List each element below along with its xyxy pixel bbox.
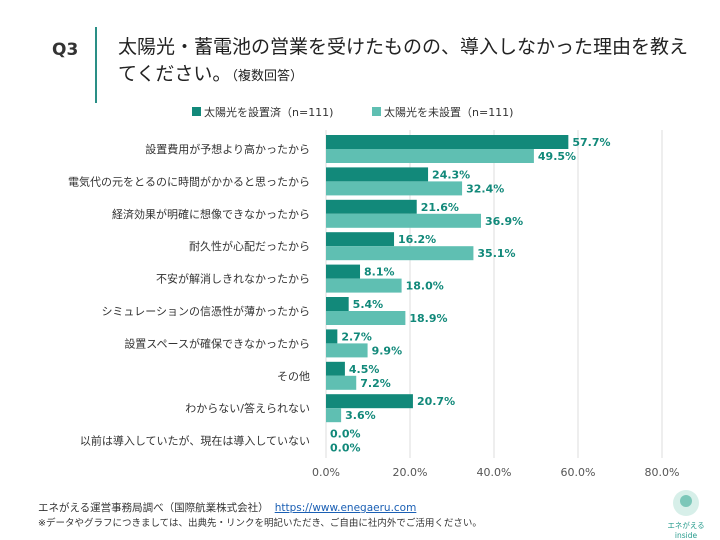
bar	[326, 167, 429, 182]
legend-label: 太陽光を設置済（n=111)	[204, 105, 333, 119]
category-label: 不安が解消しきれなかったから	[156, 272, 310, 286]
bar	[326, 149, 534, 163]
page-title: 太陽光・蓄電池の営業を受けたものの、導入しなかった理由を教えてください。（複数回…	[118, 34, 698, 90]
bar	[326, 135, 569, 149]
x-tick-label: 80.0%	[645, 466, 680, 479]
data-label: 57.7%	[572, 136, 610, 149]
data-label: 4.5%	[349, 363, 380, 376]
bar	[326, 375, 357, 390]
data-label: 20.7%	[417, 395, 455, 408]
category-label: 耐久性が心配だったから	[189, 239, 310, 253]
bar	[326, 264, 361, 279]
source: エネがえる運営事務局調べ（国際航業株式会社） https://www.enegae…	[38, 500, 416, 515]
usage-note: ※データやグラフにつきましては、出典先・リンクを明記いただき、ご自由に社内外でご…	[38, 518, 482, 529]
category-label: その他	[277, 370, 310, 383]
question-number: Q3	[52, 40, 79, 60]
bar	[326, 181, 463, 196]
data-label: 9.9%	[372, 344, 403, 357]
data-label: 35.1%	[477, 247, 515, 260]
category-label: 設置費用が予想より高かったから	[145, 142, 310, 156]
data-label: 5.4%	[353, 298, 384, 311]
enegaeru-logo: エネがえる inside	[664, 488, 708, 540]
x-tick-label: 20.0%	[393, 466, 428, 479]
x-tick-label: 40.0%	[477, 466, 512, 479]
bar	[326, 199, 417, 214]
divider	[95, 27, 97, 103]
bar	[326, 361, 345, 376]
bar-chart: 0.0% 20.0% 40.0% 60.0% 80.0% 太陽光を設置済（n=111) 太陽…	[68, 105, 680, 479]
data-label: 2.7%	[341, 330, 372, 343]
title-main: 太陽光・蓄電池の営業を受けたものの、導入しなかった理由を教えてください。	[118, 36, 689, 85]
data-label: 0.0%	[330, 428, 361, 441]
bar	[326, 408, 342, 423]
data-label: 16.2%	[398, 233, 436, 246]
logo-text: エネがえる inside	[667, 521, 705, 540]
legend-label: 太陽光を未設置（n=111)	[384, 105, 513, 119]
data-label: 8.1%	[364, 266, 395, 279]
category-label: シミュレーションの信憑性が薄かったから	[101, 304, 310, 318]
category-label: 設置スペースが確保できなかったから	[124, 336, 310, 350]
source-text: エネがえる運営事務局調べ（国際航業株式会社）	[38, 502, 269, 514]
title-sub: （複数回答）	[231, 69, 303, 84]
bar	[326, 232, 395, 247]
data-label: 36.9%	[485, 215, 523, 228]
category-label: わからない/答えられない	[185, 401, 310, 415]
bar	[326, 213, 481, 228]
data-label: 49.5%	[538, 150, 576, 163]
legend-swatch	[372, 107, 381, 116]
data-label: 18.0%	[406, 280, 444, 293]
data-label: 21.6%	[421, 201, 459, 214]
bar	[326, 311, 406, 325]
data-label: 32.4%	[466, 182, 504, 195]
bar	[326, 278, 402, 293]
bar	[326, 246, 474, 261]
bar	[326, 329, 338, 344]
data-label: 24.3%	[432, 168, 470, 181]
x-tick-label: 60.0%	[561, 466, 596, 479]
data-label: 18.9%	[409, 312, 447, 325]
source-link[interactable]: https://www.enegaeru.com	[274, 502, 417, 514]
data-label: 3.6%	[345, 409, 376, 422]
category-label: 経済効果が明確に想像できなかったから	[112, 207, 310, 221]
bar	[326, 394, 413, 409]
category-label: 電気代の元をとるのに時間がかかると思ったから	[68, 174, 310, 188]
x-tick-label: 0.0%	[312, 466, 340, 479]
data-label: 7.2%	[360, 377, 391, 390]
bar	[326, 343, 368, 358]
category-label: 以前は導入していたが、現在は導入していない	[80, 434, 310, 448]
legend-swatch	[192, 107, 201, 116]
logo-icon	[673, 490, 699, 516]
data-label: 0.0%	[330, 442, 361, 455]
bar	[326, 297, 349, 311]
